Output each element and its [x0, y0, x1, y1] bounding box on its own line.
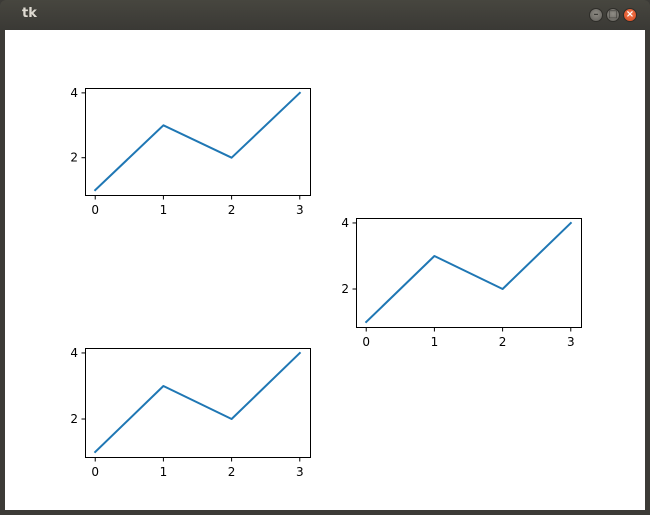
y-tick-label: 2 [341, 282, 349, 296]
y-tick-label: 2 [70, 412, 78, 426]
maximize-icon: □ [608, 9, 618, 20]
window-title: tk [22, 6, 37, 21]
series-line-1 [364, 221, 573, 324]
x-tick-label: 1 [160, 465, 168, 479]
series-line-1 [93, 91, 302, 192]
close-button[interactable]: × [623, 8, 637, 22]
axes-frame [85, 348, 311, 458]
axes-frame [356, 218, 582, 328]
x-tick-label: 0 [91, 465, 99, 479]
x-tick-label: 3 [296, 465, 304, 479]
minimize-icon: – [593, 9, 599, 20]
figure-svg: 0 1 2 3 2 4 0 1 2 3 2 4 0 1 2 3 2 4 [70, 86, 582, 479]
x-tick-label: 2 [228, 465, 236, 479]
x-tick-label: 2 [499, 335, 507, 349]
axes-frame [85, 88, 311, 196]
y-tick-label: 4 [341, 216, 349, 230]
close-icon: × [625, 9, 635, 20]
x-tick-label: 0 [91, 203, 99, 217]
x-tick-label: 0 [362, 335, 370, 349]
x-tick-label: 1 [431, 335, 439, 349]
chart-2: 0 1 2 3 2 4 [341, 216, 582, 349]
x-tick-label: 3 [296, 203, 304, 217]
maximize-button[interactable]: □ [606, 8, 620, 22]
y-tick-label: 2 [70, 151, 78, 165]
x-tick-label: 2 [228, 203, 236, 217]
x-tick-label: 3 [567, 335, 575, 349]
title-bar[interactable]: tk – □ × [0, 0, 650, 30]
minimize-button[interactable]: – [589, 8, 603, 22]
x-tick-label: 1 [160, 203, 168, 217]
chart-3: 0 1 2 3 2 4 [70, 346, 311, 479]
y-tick-label: 4 [70, 86, 78, 100]
figure-canvas: 0 1 2 3 2 4 0 1 2 3 2 4 0 1 2 3 2 4 [5, 30, 645, 510]
chart-1: 0 1 2 3 2 4 [70, 86, 311, 217]
y-tick-label: 4 [70, 346, 78, 360]
series-line-1 [93, 351, 302, 454]
